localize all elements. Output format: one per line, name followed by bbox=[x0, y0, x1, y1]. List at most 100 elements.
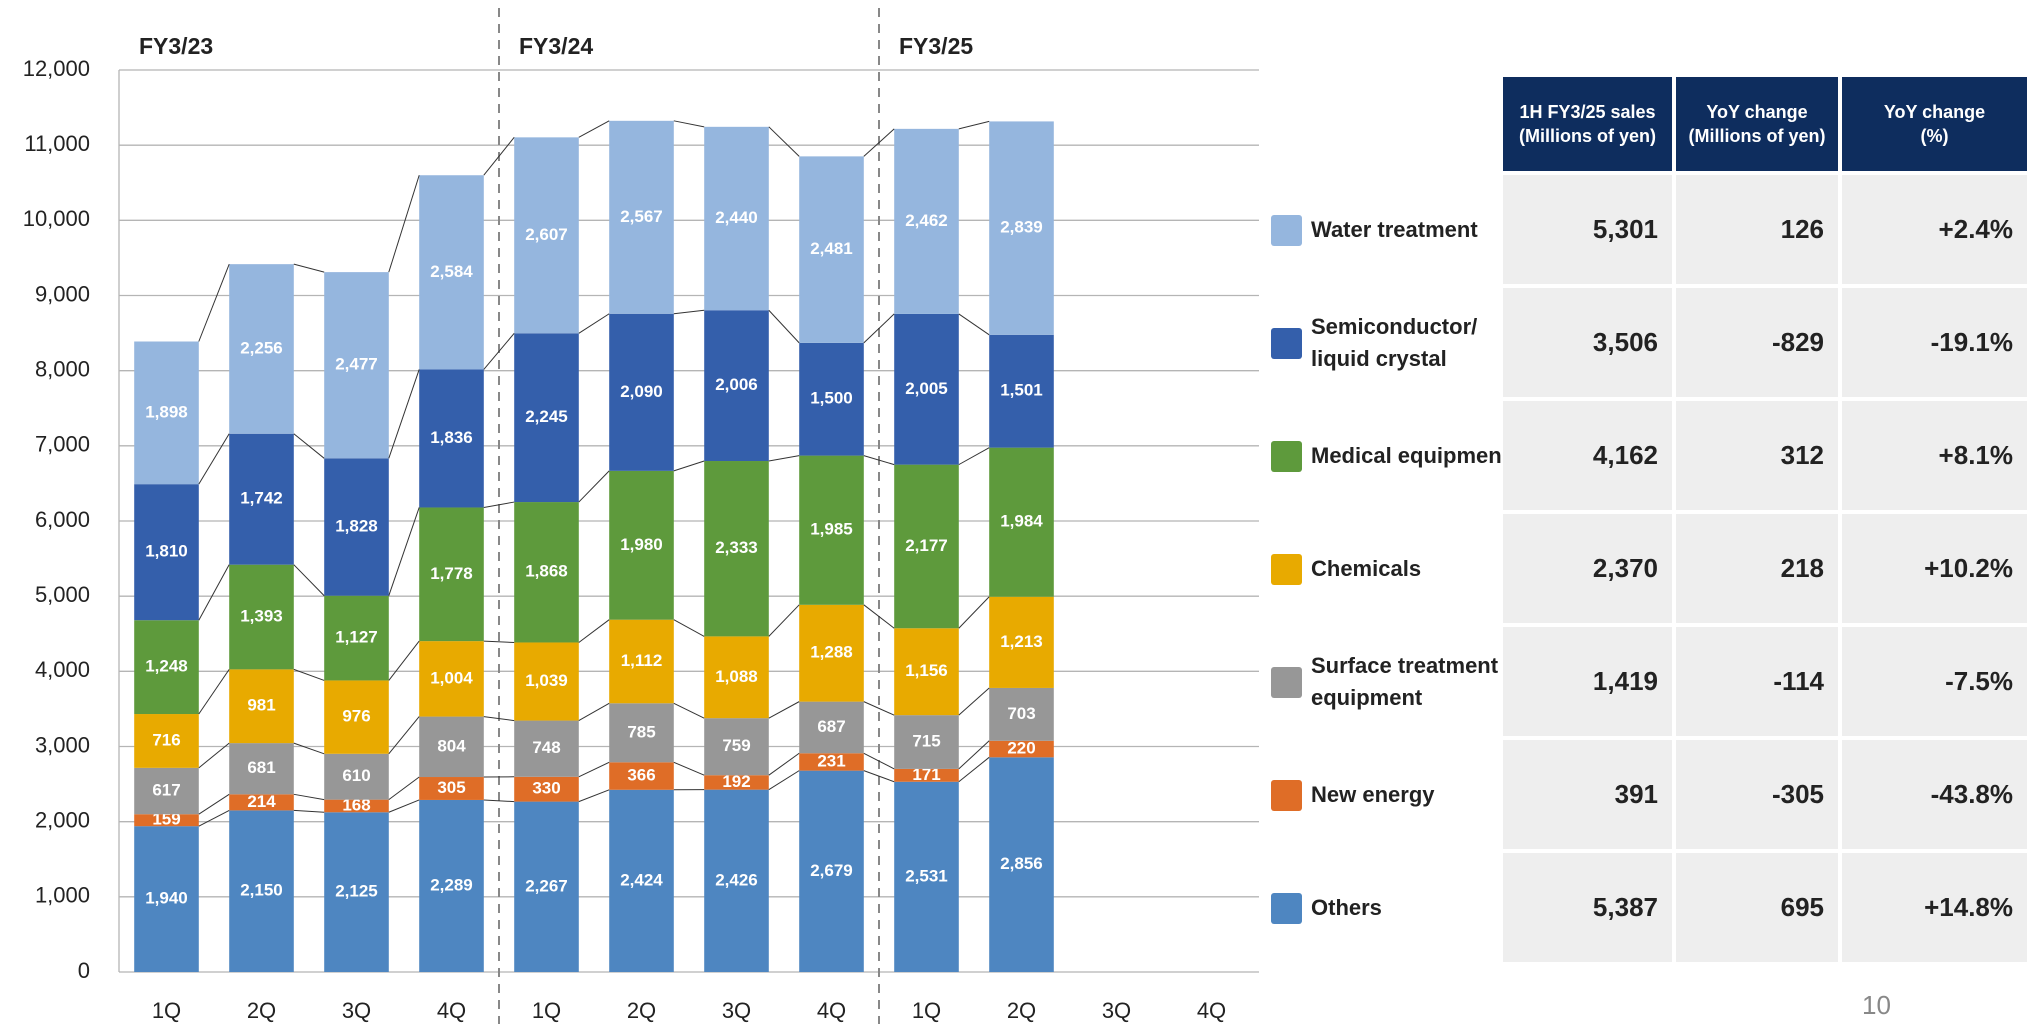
page-number: 10 bbox=[1862, 990, 1891, 1020]
connector bbox=[198, 793, 230, 815]
bar-segment bbox=[419, 716, 484, 778]
value-label: 617 bbox=[152, 781, 180, 800]
bar-segment bbox=[609, 313, 674, 471]
connector bbox=[388, 799, 420, 813]
value-label: 2,005 bbox=[905, 379, 948, 398]
bar-segment bbox=[894, 768, 959, 782]
connector bbox=[673, 309, 705, 315]
connector bbox=[958, 120, 990, 130]
connector bbox=[958, 313, 990, 336]
connector bbox=[863, 455, 895, 466]
table-cell: +2.4% bbox=[1840, 173, 2029, 286]
bar-segment bbox=[134, 767, 199, 815]
connector bbox=[958, 687, 990, 716]
connector bbox=[198, 742, 230, 769]
value-label: 1,778 bbox=[430, 564, 473, 583]
connector bbox=[483, 799, 515, 803]
connector bbox=[578, 702, 610, 722]
bar-segment bbox=[894, 715, 959, 769]
value-label: 1,393 bbox=[240, 607, 283, 626]
connector bbox=[293, 564, 325, 597]
table-cell: +10.2% bbox=[1840, 512, 2029, 625]
value-label: 330 bbox=[532, 779, 560, 798]
connector bbox=[388, 507, 420, 596]
connector bbox=[863, 313, 895, 344]
bar-segment bbox=[704, 461, 769, 637]
value-label: 2,679 bbox=[810, 861, 853, 880]
table-cell: -7.5% bbox=[1840, 625, 2029, 738]
bar-segment bbox=[894, 313, 959, 465]
connector bbox=[293, 668, 325, 681]
y-tick-label: 11,000 bbox=[24, 131, 90, 156]
connector bbox=[198, 263, 230, 342]
x-tick-label: 1Q bbox=[152, 998, 181, 1023]
connector bbox=[768, 455, 800, 462]
connector bbox=[863, 604, 895, 629]
table-cell: -829 bbox=[1674, 286, 1840, 399]
bar-segment bbox=[514, 720, 579, 777]
bar-segment bbox=[609, 470, 674, 620]
bar-segment bbox=[799, 342, 864, 456]
table-cell: 3,506 bbox=[1501, 286, 1674, 399]
connector bbox=[673, 702, 705, 719]
x-tick-label: 3Q bbox=[1102, 998, 1131, 1023]
y-tick-label: 9,000 bbox=[35, 281, 90, 306]
value-label: 305 bbox=[437, 778, 465, 797]
value-label: 2,256 bbox=[240, 338, 283, 357]
connector bbox=[768, 770, 800, 791]
connector bbox=[388, 175, 420, 273]
bar-segment bbox=[134, 714, 199, 768]
connector bbox=[863, 752, 895, 770]
value-label: 2,531 bbox=[905, 866, 948, 885]
connector bbox=[388, 369, 420, 459]
value-label: 1,248 bbox=[145, 657, 188, 676]
bar-segment bbox=[799, 701, 864, 754]
value-label: 804 bbox=[437, 736, 466, 755]
table-cell: -19.1% bbox=[1840, 286, 2029, 399]
value-label: 2,481 bbox=[810, 239, 853, 258]
legend-swatch bbox=[1271, 327, 1302, 359]
value-label: 171 bbox=[912, 765, 940, 784]
value-label: 2,177 bbox=[905, 536, 948, 555]
value-label: 1,088 bbox=[715, 667, 758, 686]
value-label: 2,567 bbox=[620, 207, 663, 226]
value-label: 703 bbox=[1007, 704, 1035, 723]
connector bbox=[768, 126, 800, 157]
bar-segment bbox=[989, 447, 1054, 597]
y-tick-label: 8,000 bbox=[35, 356, 90, 381]
bar-segment bbox=[514, 776, 579, 802]
legend-label: Semiconductor/ liquid crystal bbox=[1311, 313, 1478, 371]
connector bbox=[483, 332, 515, 370]
connector bbox=[578, 619, 610, 643]
group-label: FY3/23 bbox=[139, 33, 213, 59]
bar-segment bbox=[609, 762, 674, 790]
value-label: 2,856 bbox=[1000, 854, 1043, 873]
y-tick-label: 6,000 bbox=[35, 507, 90, 532]
connector bbox=[863, 701, 895, 716]
connector bbox=[958, 756, 990, 783]
connector bbox=[293, 263, 325, 273]
bar-segment bbox=[704, 636, 769, 719]
value-label: 2,125 bbox=[335, 882, 378, 901]
connector bbox=[578, 789, 610, 803]
value-label: 2,839 bbox=[1000, 218, 1043, 237]
connector bbox=[578, 120, 610, 138]
connector bbox=[768, 752, 800, 776]
connector bbox=[293, 793, 325, 801]
bar-segment bbox=[419, 641, 484, 717]
value-label: 2,584 bbox=[430, 262, 473, 281]
x-tick-label: 4Q bbox=[1197, 998, 1226, 1023]
value-label: 220 bbox=[1007, 739, 1035, 758]
connector bbox=[388, 776, 420, 801]
connector bbox=[958, 596, 990, 629]
bar-segment bbox=[894, 464, 959, 629]
connector bbox=[388, 716, 420, 755]
value-label: 1,213 bbox=[1000, 632, 1043, 651]
connector bbox=[673, 619, 705, 637]
bar-segment bbox=[894, 128, 959, 314]
bar-segment bbox=[704, 310, 769, 462]
table-header: 1H FY3/25 sales (Millions of yen) bbox=[1501, 75, 1674, 173]
value-label: 1,980 bbox=[620, 535, 663, 554]
y-tick-label: 10,000 bbox=[23, 206, 90, 231]
legend-label: Medical equipment bbox=[1311, 442, 1510, 468]
